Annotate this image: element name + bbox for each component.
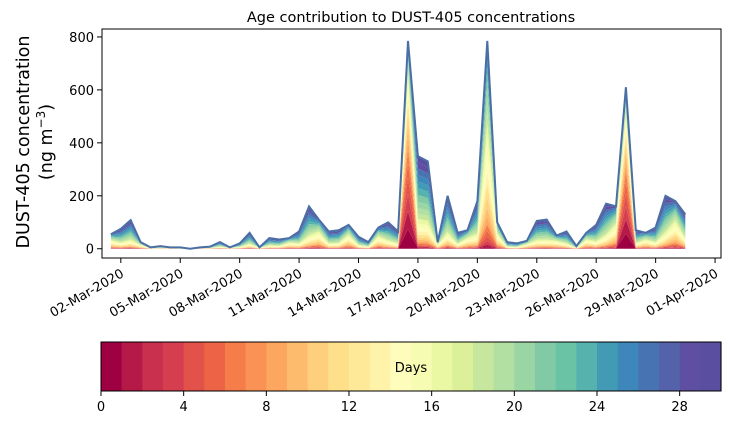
- colorbar-swatch: [452, 342, 474, 391]
- colorbar-axis: 0 4 8 12 16 20 24 28: [97, 391, 688, 415]
- chart-title: Age contribution to DUST-405 concentrati…: [247, 10, 575, 26]
- colorbar-swatch: [163, 342, 185, 391]
- y-tick-label: 800: [69, 31, 94, 46]
- colorbar-swatch: [183, 342, 205, 391]
- colorbar-swatch: [204, 342, 226, 391]
- y-tick-label: 400: [69, 137, 94, 152]
- colorbar-swatch: [121, 342, 143, 391]
- colorbar-swatch: [576, 342, 598, 391]
- colorbar-swatch: [266, 342, 288, 391]
- colorbar-swatch: [679, 342, 701, 391]
- colorbar-swatch: [287, 342, 309, 391]
- colorbar-tick-label: 8: [262, 400, 270, 415]
- colorbar-tick-label: 4: [180, 400, 188, 415]
- y-axis-label-line2: (ng m−3): [34, 104, 57, 180]
- colorbar-tick-label: 16: [423, 400, 440, 415]
- y-axis-unit-prefix: (ng m: [37, 128, 57, 180]
- colorbar-tick-label: 24: [589, 400, 606, 415]
- colorbar-swatch: [597, 342, 619, 391]
- colorbar-swatch: [245, 342, 267, 391]
- y-axis: 0 200 400 600 800: [69, 31, 102, 258]
- colorbar-swatch: [307, 342, 329, 391]
- colorbar-swatch: [535, 342, 557, 391]
- colorbar: [100, 341, 722, 392]
- colorbar-frame: [100, 341, 722, 392]
- y-tick-label: 0: [86, 243, 94, 258]
- colorbar-swatch: [390, 342, 412, 391]
- y-axis-unit-exponent: −3: [34, 111, 48, 129]
- y-axis-unit-suffix: ): [37, 104, 57, 111]
- colorbar-swatch: [431, 342, 453, 391]
- colorbar-swatch: [473, 342, 495, 391]
- colorbar-swatch: [514, 342, 536, 391]
- colorbar-swatch: [700, 342, 722, 391]
- colorbar-swatch: [101, 342, 123, 391]
- colorbar-label: Days: [395, 361, 428, 376]
- colorbar-swatch: [142, 342, 164, 391]
- y-tick-label: 200: [69, 190, 94, 205]
- colorbar-swatch: [369, 342, 391, 391]
- colorbar-tick-label: 28: [671, 400, 688, 415]
- colorbar-tick-label: 12: [341, 400, 358, 415]
- colorbar-swatch: [411, 342, 433, 391]
- colorbar-swatch: [225, 342, 247, 391]
- colorbar-tick-label: 0: [97, 400, 105, 415]
- colorbar-swatch: [638, 342, 660, 391]
- colorbar-swatch: [493, 342, 515, 391]
- x-axis: 02-Mar-202005-Mar-202008-Mar-202011-Mar-…: [48, 258, 721, 321]
- plot-frame: [101, 28, 722, 259]
- total-concentration-line: [110, 40, 687, 250]
- stacked-areas: [110, 40, 686, 249]
- colorbar-swatch: [349, 342, 371, 391]
- colorbar-swatch: [617, 342, 639, 391]
- y-tick-label: 600: [69, 84, 94, 99]
- colorbar-swatch: [555, 342, 577, 391]
- y-axis-label: DUST-405 concentration (ng m−3): [14, 36, 57, 249]
- colorbar-tick-label: 20: [506, 400, 523, 415]
- colorbar-swatch: [659, 342, 681, 391]
- age-layer-area: [110, 229, 686, 249]
- colorbar-swatch: [328, 342, 350, 391]
- y-axis-label-line1: DUST-405 concentration: [14, 36, 34, 249]
